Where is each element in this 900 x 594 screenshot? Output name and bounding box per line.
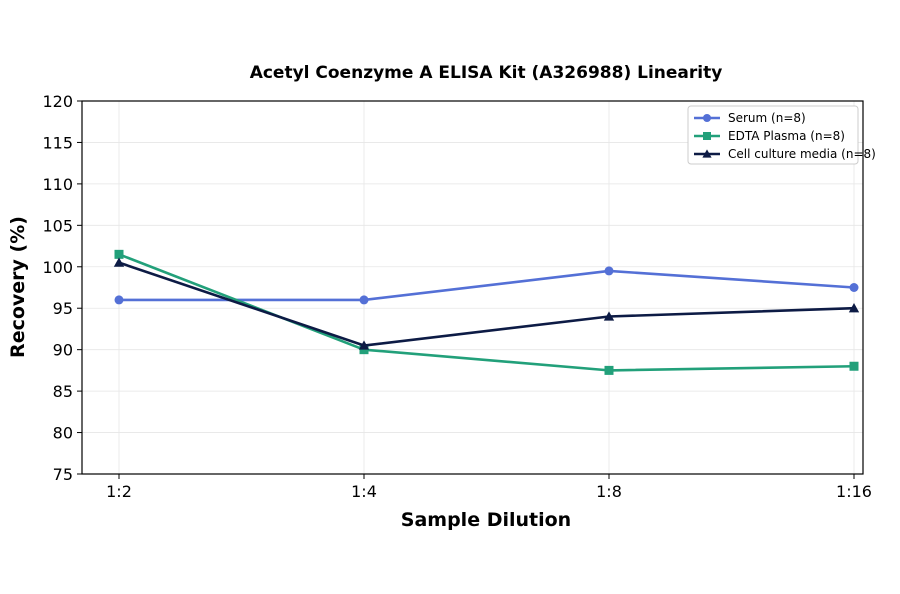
legend-label: Serum (n=8) (728, 111, 806, 125)
data-point (849, 283, 859, 292)
data-point (604, 266, 614, 276)
series-0 (114, 266, 859, 305)
axis-ticks: 75 80 85 90 95 100 105 110 115 120 1:2 1:4 1:8 1:16 (42, 92, 872, 501)
y-tick-label: 90 (53, 341, 73, 360)
y-tick-label: 80 (53, 424, 73, 443)
x-tick-label: 1:16 (836, 482, 872, 501)
data-point (359, 345, 369, 355)
legend-marker (702, 149, 712, 158)
series-layer (113, 249, 860, 375)
y-tick-label: 95 (53, 299, 73, 318)
series-line (119, 269, 855, 302)
data-point (358, 340, 370, 350)
data-point (114, 295, 124, 305)
legend-marker (703, 132, 711, 140)
y-tick-label: 75 (53, 465, 73, 484)
series-line (118, 253, 855, 372)
data-point (848, 303, 860, 313)
plot-frame (81, 100, 864, 475)
y-axis-label: Recovery (%) (7, 216, 29, 358)
data-point (114, 249, 124, 259)
y-tick-label: 110 (42, 175, 73, 194)
x-tick-label: 1:4 (351, 482, 377, 501)
y-tick-label: 105 (42, 216, 73, 235)
data-point (603, 311, 615, 321)
legend: Serum (n=8) EDTA Plasma (n=8) Cell culture… (687, 105, 876, 165)
series-line (118, 261, 855, 347)
chart-title: Acetyl Coenzyme A ELISA Kit (A326988) Li… (250, 63, 723, 83)
legend-label: Cell culture media (n=8) (728, 147, 876, 161)
series-1 (114, 249, 859, 375)
x-axis-label: Sample Dilution (401, 509, 571, 531)
legend-box (687, 105, 859, 165)
data-point (113, 257, 125, 267)
x-tick-label: 1:8 (596, 482, 622, 501)
series-2 (113, 257, 860, 350)
x-tick-label: 1:2 (106, 482, 132, 501)
legend-marker (703, 114, 711, 122)
data-point (604, 365, 614, 375)
y-tick-label: 120 (42, 92, 73, 111)
data-point (359, 295, 369, 305)
y-tick-label: 115 (42, 133, 73, 152)
legend-label: EDTA Plasma (n=8) (728, 129, 845, 143)
data-point (849, 361, 859, 371)
y-tick-label: 100 (42, 258, 73, 277)
y-tick-label: 85 (53, 382, 73, 401)
